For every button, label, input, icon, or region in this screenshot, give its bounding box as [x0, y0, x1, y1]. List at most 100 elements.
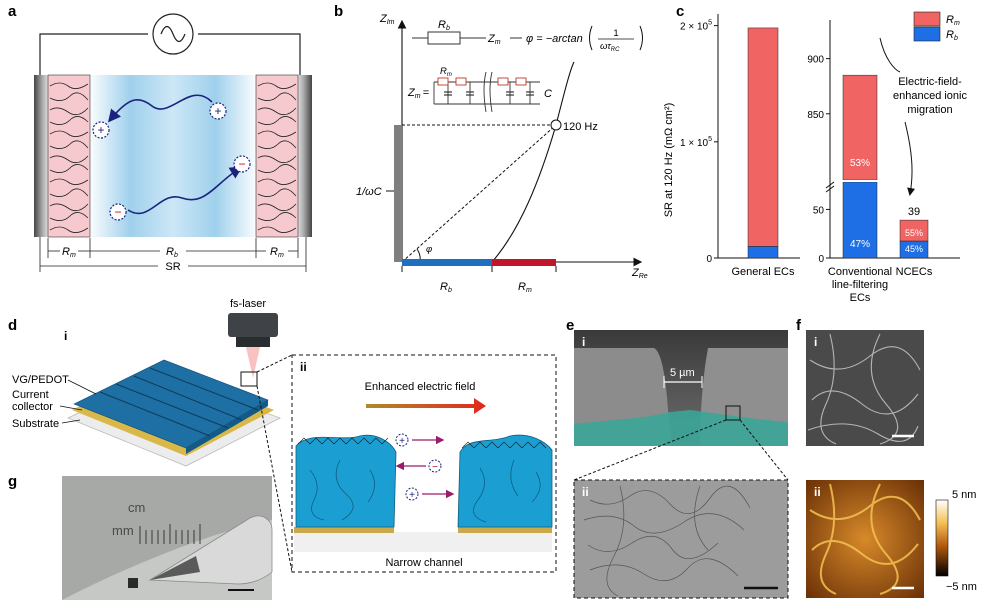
ladder-capacitors — [444, 91, 534, 96]
right-collector-strip — [458, 527, 552, 533]
channel-cation-2-sign: + — [409, 490, 415, 501]
zm-equation-label: Zm = — [407, 87, 430, 100]
pct-conventional-rb: 47% — [850, 239, 870, 250]
panel-a: a + — [8, 3, 312, 273]
legend-rm-swatch — [913, 11, 941, 27]
collector-label-2: collector — [12, 401, 53, 413]
120hz-point-marker — [550, 119, 562, 131]
ladder-c-label: C — [544, 88, 552, 100]
circuit-rb-label: Rb — [438, 19, 450, 32]
axis-break-mark-1 — [825, 181, 835, 189]
cation-path — [107, 94, 213, 123]
fs-laser-label: fs-laser — [230, 298, 266, 310]
rm-left-label: Rm — [62, 246, 76, 259]
annotation-line-1: Electric-field- — [898, 76, 962, 88]
channel-anion-sign: − — [432, 462, 438, 473]
panel-letter-b: b — [334, 3, 343, 20]
pct-conventional-rm: 53% — [850, 158, 870, 169]
ladder-resistors — [437, 77, 527, 86]
channel-anion — [428, 459, 442, 473]
channel-cation-2 — [405, 487, 419, 501]
laser-beam — [246, 347, 260, 378]
panel-letter-f: f — [796, 317, 802, 334]
phase-angle-line — [401, 124, 557, 263]
panel-e: e i 5 µm ii — [566, 317, 789, 599]
bar-general-rm — [747, 27, 779, 247]
right-electrode-texture — [257, 82, 297, 233]
ruler-ticks — [139, 524, 201, 544]
pen-tip — [150, 556, 200, 580]
vg-pedot-edge — [186, 400, 268, 454]
annotation-line-2: enhanced ionic — [893, 90, 968, 102]
anion-sign: − — [114, 205, 121, 219]
channel-cation-1 — [395, 433, 409, 447]
bar-rm-label: Rm — [518, 281, 532, 294]
zoom-guide-bottom — [256, 385, 293, 573]
anion-icon — [109, 203, 127, 221]
panel-g: g cm mm — [8, 473, 273, 600]
rm-right-label: Rm — [270, 246, 284, 259]
panel-f-sub-i: i — [814, 335, 817, 349]
panel-e-sub-ii: ii — [582, 485, 589, 499]
right-electrode-block — [457, 434, 553, 528]
panel-letter-c: c — [676, 3, 684, 20]
left-tick-label-0: 2 × 105 — [680, 20, 712, 33]
device-chip — [128, 578, 138, 588]
right-current-collector — [298, 75, 312, 237]
bar-rb-label: Rb — [440, 281, 452, 294]
zoom-box — [240, 371, 258, 387]
cation-icon-2 — [92, 121, 110, 139]
category-label-conv-1: Conventional — [828, 266, 892, 278]
fs-laser-nozzle — [236, 337, 270, 347]
legend-rm-label: Rm — [946, 14, 960, 27]
category-label-conv-3: ECs — [850, 292, 871, 304]
bar-ncec-rm — [899, 219, 929, 242]
cation-sign: + — [214, 104, 221, 118]
colorbar-bottom-label: −5 nm — [946, 581, 977, 593]
chart-c-canvas: 2 × 105 1 × 105 0 General ECs 900 850 50 0 53% 47… — [680, 14, 960, 304]
right-tick-label-1: 850 — [807, 110, 824, 121]
channel-cation-1-sign: + — [399, 436, 405, 447]
axis-break-mark-2 — [825, 185, 835, 193]
interdigitated-channels — [99, 367, 259, 437]
colorbar-top-label: 5 nm — [952, 489, 976, 501]
panel-letter-g: g — [8, 473, 17, 490]
cation-icon — [209, 102, 227, 120]
cation-sign-2: + — [97, 123, 104, 137]
fraction-numerator: 1 — [613, 28, 618, 39]
chart-y-label: SR at 120 Hz (mΩ cm²) — [663, 103, 675, 218]
right-tick-label-2: 50 — [813, 205, 825, 216]
left-electrode-texture — [49, 82, 89, 233]
panel-c: c SR at 120 Hz (mΩ cm²) 2 × 105 1 × 105 0 G… — [663, 3, 967, 304]
fs-laser-head — [228, 313, 278, 337]
paren-icon — [589, 25, 643, 51]
sem-colored-substrate — [574, 410, 788, 446]
panel-letter-a: a — [8, 3, 17, 20]
capacitive-bar — [394, 125, 402, 262]
enhanced-field-label: Enhanced electric field — [365, 381, 476, 393]
zoom-guide-top — [256, 354, 293, 373]
sem-texture — [583, 485, 751, 597]
left-collector-strip — [294, 527, 394, 533]
fraction-denominator: ωτRC — [600, 41, 620, 53]
panel-letter-e: e — [566, 317, 574, 334]
annotation-arrow — [879, 37, 912, 194]
graphene-fringe — [297, 437, 547, 449]
panel-f-sub-ii: ii — [814, 485, 821, 499]
legend-rb-swatch — [913, 26, 941, 42]
circuit-zm-label: Zm — [487, 33, 501, 46]
left-tick-label-zero: 0 — [706, 254, 712, 265]
panel-f: f i ii 5 nm −5 nm — [796, 317, 977, 598]
ruler-surface — [62, 476, 272, 600]
left-current-collector — [34, 75, 48, 237]
ruler-mm-label: mm — [112, 523, 134, 538]
category-label-conv-2: line-filtering — [832, 279, 888, 291]
anion-icon-2 — [233, 155, 251, 173]
impedance-curve — [491, 61, 575, 263]
panel-d: d i fs-laser VG/PEDOT Current collector … — [8, 298, 557, 573]
x-axis-label: ZRe — [631, 267, 648, 280]
afm-fiber-texture — [809, 483, 921, 595]
left-electrode-block — [295, 434, 397, 528]
rm-bar — [492, 259, 556, 266]
